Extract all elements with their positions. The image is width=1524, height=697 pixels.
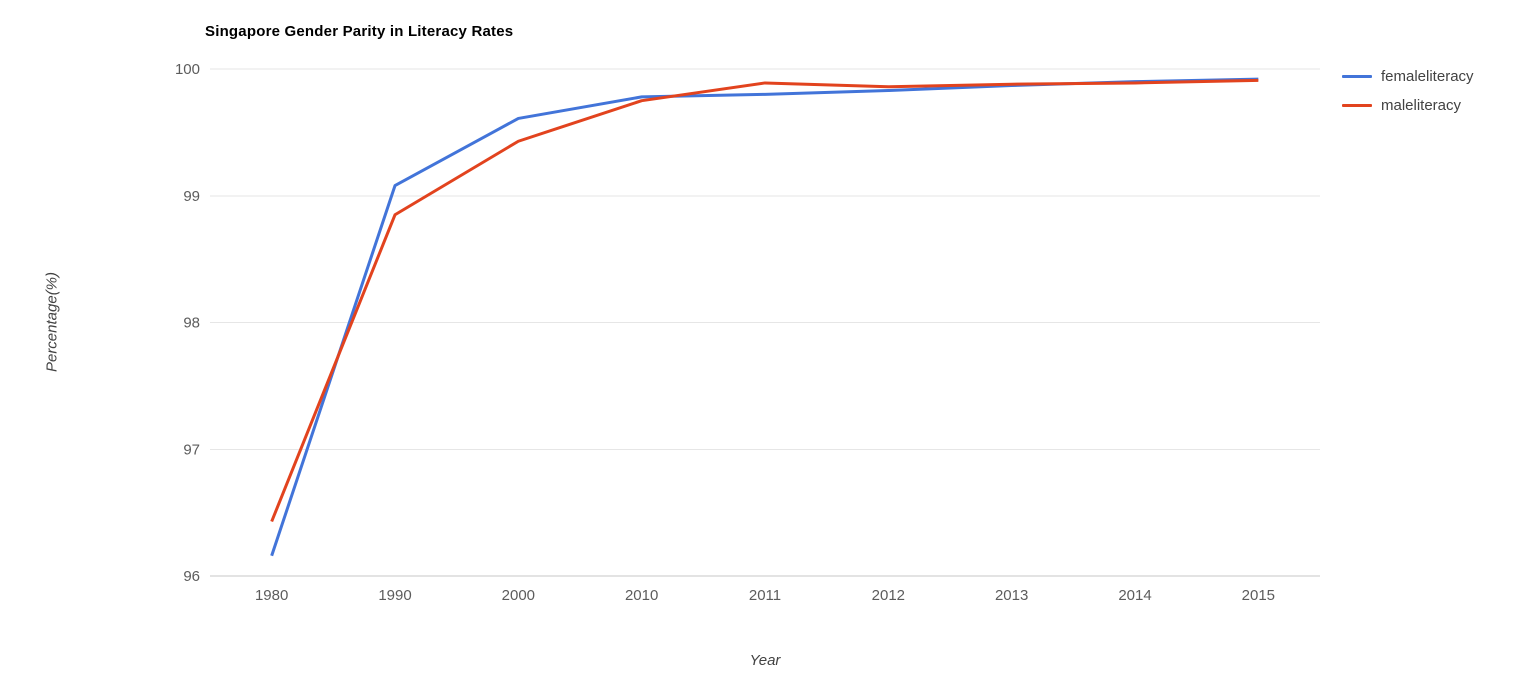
x-tick-label: 2013 <box>995 587 1028 604</box>
legend-label: femaleliteracy <box>1381 68 1474 85</box>
x-tick-label: 2015 <box>1242 587 1275 604</box>
y-tick-label: 97 <box>183 441 200 458</box>
legend-swatch-femaleliteracy <box>1342 75 1372 78</box>
y-tick-label: 96 <box>183 568 200 585</box>
legend-item-maleliteracy: maleliteracy <box>1342 95 1474 116</box>
y-tick-label: 100 <box>175 61 200 78</box>
series-line-maleliteracy <box>270 78 1259 523</box>
x-tick-label: 1990 <box>378 587 411 604</box>
legend-swatch-maleliteracy <box>1342 104 1372 107</box>
legend-label: maleliteracy <box>1381 97 1462 114</box>
x-tick-label: 2011 <box>749 587 781 604</box>
y-tick-label: 98 <box>183 315 200 332</box>
x-tick-label: 2012 <box>872 587 905 604</box>
x-axis-title: Year <box>749 652 781 669</box>
y-tick-label: 99 <box>183 188 200 205</box>
chart-title: Singapore Gender Parity in Literacy Rate… <box>205 23 514 40</box>
x-tick-label: 2014 <box>1118 587 1151 604</box>
legend: femaleliteracy maleliteracy <box>1342 66 1474 116</box>
x-tick-label: 2010 <box>625 587 658 604</box>
x-tick-label: 2000 <box>502 587 535 604</box>
series-line-femaleliteracy <box>270 77 1259 557</box>
legend-item-femaleliteracy: femaleliteracy <box>1342 66 1474 87</box>
x-tick-label: 1980 <box>255 587 288 604</box>
